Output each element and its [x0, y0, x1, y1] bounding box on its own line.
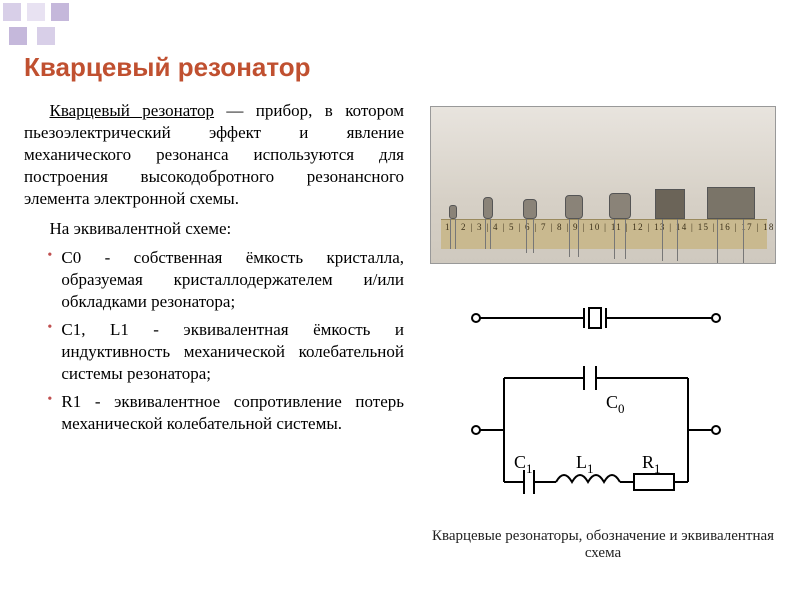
- title-text: Кварцевый резонатор: [24, 52, 311, 82]
- label-C1-sub: 1: [526, 461, 533, 476]
- list-item: С1, L1 - эквивалентная ёмкость и индукти…: [61, 319, 404, 385]
- ruler-marks: 1 | 2 | 3 | 4 | 5 | 6 | 7 | 8 | 9 | 10 |…: [445, 222, 776, 232]
- label-R1: R: [642, 452, 654, 472]
- component-icon: [483, 197, 493, 219]
- resonators-photo: 1 | 2 | 3 | 4 | 5 | 6 | 7 | 8 | 9 | 10 |…: [430, 106, 776, 264]
- text-content: Кварцевый резонатор — прибор, в котором …: [24, 100, 404, 441]
- label-C0-sub: 0: [618, 401, 625, 416]
- list-item: R1 - эквивалентное сопротивление потерь …: [61, 391, 404, 435]
- label-L1-sub: 1: [587, 461, 594, 476]
- label-L1: L: [576, 452, 587, 472]
- component-icon: [449, 205, 457, 219]
- component-icon: [609, 193, 631, 219]
- label-C1: C: [514, 452, 526, 472]
- svg-text:R1: R1: [642, 452, 661, 476]
- component-icon: [523, 199, 537, 219]
- subheading: На эквивалентной схеме:: [24, 218, 404, 240]
- label-R1-sub: 1: [654, 461, 661, 476]
- list-item: С0 - собственная ёмкость кристалла, обра…: [61, 247, 404, 313]
- equivalent-circuit-diagram: C0 C1 L1 R1: [456, 300, 756, 510]
- decorative-squares: [0, 0, 72, 24]
- page-title: Кварцевый резонатор: [24, 52, 311, 83]
- component-icon: [655, 189, 685, 219]
- svg-text:L1: L1: [576, 452, 594, 476]
- label-C0: C: [606, 392, 618, 412]
- bullet-list: С0 - собственная ёмкость кристалла, обра…: [24, 247, 404, 436]
- decorative-squares-row2: [6, 24, 58, 53]
- definition-paragraph: Кварцевый резонатор — прибор, в котором …: [24, 100, 404, 210]
- component-icon: [707, 187, 755, 219]
- figure-caption: Кварцевые резонаторы, обозначение и экви…: [430, 528, 776, 562]
- component-icon: [565, 195, 583, 219]
- definition-term: Кварцевый резонатор: [50, 101, 215, 120]
- svg-text:C0: C0: [606, 392, 625, 416]
